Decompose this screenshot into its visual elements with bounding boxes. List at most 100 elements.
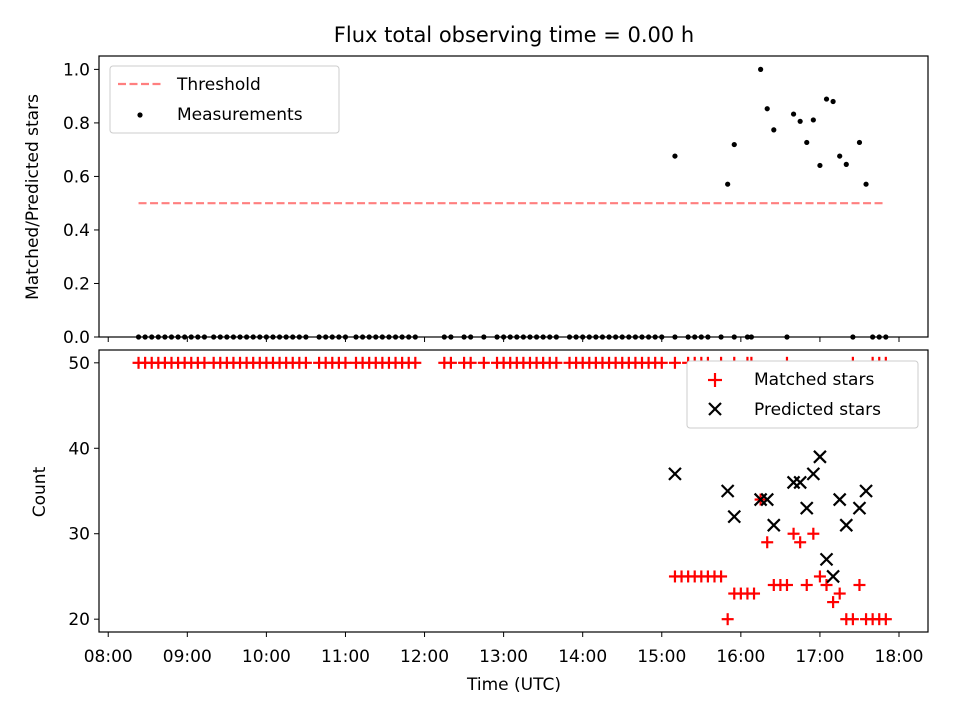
x-tick-label: 13:00 xyxy=(479,647,528,667)
matched-star-point xyxy=(846,613,859,626)
chart-title: Flux total observing time = 0.00 h xyxy=(334,23,694,47)
measurement-point xyxy=(830,98,836,105)
x-tick-label: 16:00 xyxy=(716,647,765,667)
count-y-axis-label: Count xyxy=(30,466,50,517)
measurement-point xyxy=(823,96,830,102)
predicted-star-point-b xyxy=(813,450,827,464)
ratio-y-tick-label: 0.0 xyxy=(63,328,90,348)
x-tick-label: 11:00 xyxy=(321,647,370,667)
count-legend-box xyxy=(686,360,919,429)
predicted-star-point-b xyxy=(727,509,742,524)
legend-measurements-swatch xyxy=(137,112,143,118)
predicted-star-point xyxy=(852,501,867,515)
measurement-point xyxy=(863,181,869,187)
predicted-star-point xyxy=(819,552,834,567)
predicted-star-point xyxy=(727,509,742,524)
predicted-star-point xyxy=(760,492,774,507)
predicted-star-point-b xyxy=(668,467,682,481)
measurement-point xyxy=(672,153,678,159)
matched-star-point xyxy=(761,536,774,549)
ratio-y-tick-label: 0.8 xyxy=(63,114,90,134)
count-y-tick-label: 30 xyxy=(68,525,90,545)
measurement-point xyxy=(771,127,777,133)
matched-star-point xyxy=(853,579,866,591)
predicted-star-point-b xyxy=(852,501,867,515)
measurement-point xyxy=(804,139,810,146)
predicted-star-point xyxy=(720,484,735,498)
matched-star-point xyxy=(800,579,813,591)
predicted-star-point-b xyxy=(819,552,834,567)
predicted-star-point-b xyxy=(859,484,873,498)
predicted-star-point-b xyxy=(839,518,854,532)
predicted-star-point xyxy=(813,450,827,464)
legend-matched-label: Matched stars xyxy=(754,370,874,390)
predicted-star-point xyxy=(839,518,854,532)
predicted-star-point-b xyxy=(799,501,814,515)
ratio-panel: 0.0 0.2 0.4 0.6 0.8 1.0 Matched/Predicted sta… xyxy=(23,55,929,348)
matched-star-point xyxy=(715,570,728,583)
x-tick-label: 17:00 xyxy=(795,647,844,667)
predicted-star-point-b xyxy=(806,467,821,481)
matched-star-point xyxy=(550,356,563,369)
legend-predicted-swatch xyxy=(708,402,722,416)
matched-star-point xyxy=(813,570,826,583)
legend-measurements-label: Measurements xyxy=(177,105,303,125)
matched-star-point xyxy=(668,356,681,369)
legend-matched-swatch xyxy=(708,373,722,387)
measurement-point xyxy=(797,118,803,124)
x-tick-label: 15:00 xyxy=(637,647,686,667)
predicted-star-point-b xyxy=(767,518,781,532)
ratio-legend: Threshold Measurements xyxy=(109,65,340,134)
measurement-point xyxy=(758,66,764,72)
predicted-star-point-b xyxy=(720,484,735,498)
predicted-star-point xyxy=(668,467,682,481)
predicted-star-point xyxy=(826,569,840,584)
matched-star-point xyxy=(464,356,477,369)
predicted-star-point-b xyxy=(826,569,840,584)
ratio-y-tick-label: 0.6 xyxy=(63,167,90,187)
ratio-plot-frame xyxy=(98,55,929,338)
predicted-star-point-b xyxy=(832,492,847,507)
measurement-point xyxy=(856,139,863,146)
matched-star-point xyxy=(827,596,840,609)
x-tick-label: 09:00 xyxy=(163,647,212,667)
x-tick-label: 10:00 xyxy=(242,647,291,667)
measurement-point xyxy=(790,111,797,117)
predicted-star-point-b xyxy=(760,492,774,507)
matched-star-point xyxy=(655,356,668,369)
count-y-tick-label: 50 xyxy=(68,354,90,374)
matched-star-point xyxy=(794,536,807,549)
matched-star-point xyxy=(299,356,312,369)
predicted-star-point-b xyxy=(793,475,807,490)
x-tick-label: 12:00 xyxy=(400,647,449,667)
predicted-star-point xyxy=(832,492,847,507)
x-axis-label: Time (UTC) xyxy=(466,675,561,695)
matched-star-point xyxy=(721,613,734,626)
predicted-star-point xyxy=(767,518,781,532)
measurement-point xyxy=(837,153,843,159)
matched-star-point xyxy=(339,356,352,369)
x-tick-label: 14:00 xyxy=(558,647,607,667)
measurement-point xyxy=(810,117,816,123)
ratio-y-tick-label: 1.0 xyxy=(63,60,90,80)
count-y-tick-label: 40 xyxy=(68,439,90,459)
measurement-point xyxy=(731,141,737,148)
matched-star-point xyxy=(409,356,422,369)
matched-star-point xyxy=(477,356,490,369)
matched-star-point xyxy=(807,527,820,540)
matched-star-point xyxy=(879,613,892,626)
predicted-star-point xyxy=(859,484,873,498)
predicted-star-point xyxy=(793,475,807,490)
measurement-point xyxy=(725,181,731,187)
legend-predicted-label: Predicted stars xyxy=(754,400,881,420)
ratio-legend-box xyxy=(109,65,340,134)
count-y-tick-label: 20 xyxy=(68,610,90,630)
matched-star-point xyxy=(780,579,793,591)
ratio-y-axis-label: Matched/Predicted stars xyxy=(23,94,43,300)
count-plot-frame xyxy=(98,349,929,633)
matched-star-point xyxy=(444,356,457,369)
predicted-star-point xyxy=(806,467,821,481)
predicted-star-point xyxy=(799,501,814,515)
matched-star-point xyxy=(820,579,833,591)
